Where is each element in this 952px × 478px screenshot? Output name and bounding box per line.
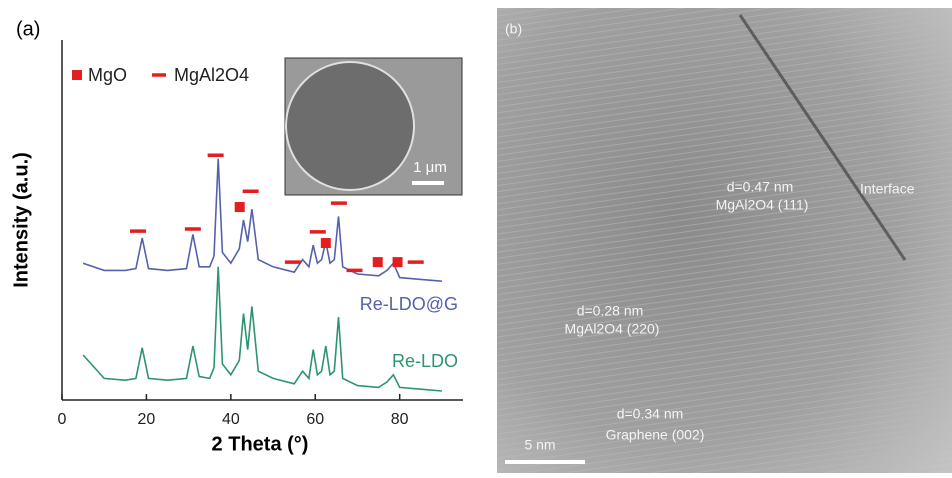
mgo-marker — [393, 257, 403, 267]
inset-particle — [286, 62, 414, 190]
inset-scale-text: 1 μm — [413, 159, 447, 176]
x-tick-label: 80 — [391, 411, 409, 428]
xrd-curve — [83, 267, 442, 391]
tem-text: d=0.47 nm — [727, 179, 794, 195]
legend-marker — [72, 70, 82, 80]
mgo-marker — [235, 202, 245, 212]
tem-text: d=0.34 nm — [617, 406, 684, 422]
inset-image: 1 μm — [285, 58, 462, 195]
x-tick-label: 0 — [58, 411, 67, 428]
tem-text: MgAl2O4 (111) — [716, 197, 809, 213]
x-tick-label: 20 — [138, 411, 156, 428]
figure: (a) 2 Theta (°) Intensity (a.u.) 0 20 40 60… — [0, 0, 952, 473]
series-label: Re-LDO@G — [360, 294, 458, 314]
x-tick-label: 60 — [306, 411, 324, 428]
tem-text: Graphene (002) — [606, 427, 705, 443]
tem-text: MgAl2O4 (220) — [565, 321, 660, 337]
mgo-marker — [321, 238, 331, 248]
x-axis-label: 2 Theta (°) — [212, 433, 309, 455]
mgo-marker — [373, 257, 383, 267]
legend-label: MgAl2O4 — [174, 65, 249, 85]
x-tick-label: 40 — [222, 411, 240, 428]
tem-text: d=0.28 nm — [577, 303, 644, 319]
tem-text: Interface — [860, 181, 915, 197]
legend-label: MgO — [88, 65, 127, 85]
panel-label: (a) — [16, 18, 40, 40]
tem-fringes — [497, 8, 952, 473]
y-axis-label: Intensity (a.u.) — [10, 152, 32, 288]
tem-scale-text: 5 nm — [524, 437, 555, 453]
tem-corner-label: (b) — [505, 21, 522, 37]
tem-image: (b) d=0.47 nm MgAl2O4 (111) Interface d=… — [497, 8, 952, 473]
series-label: Re-LDO — [392, 351, 458, 371]
